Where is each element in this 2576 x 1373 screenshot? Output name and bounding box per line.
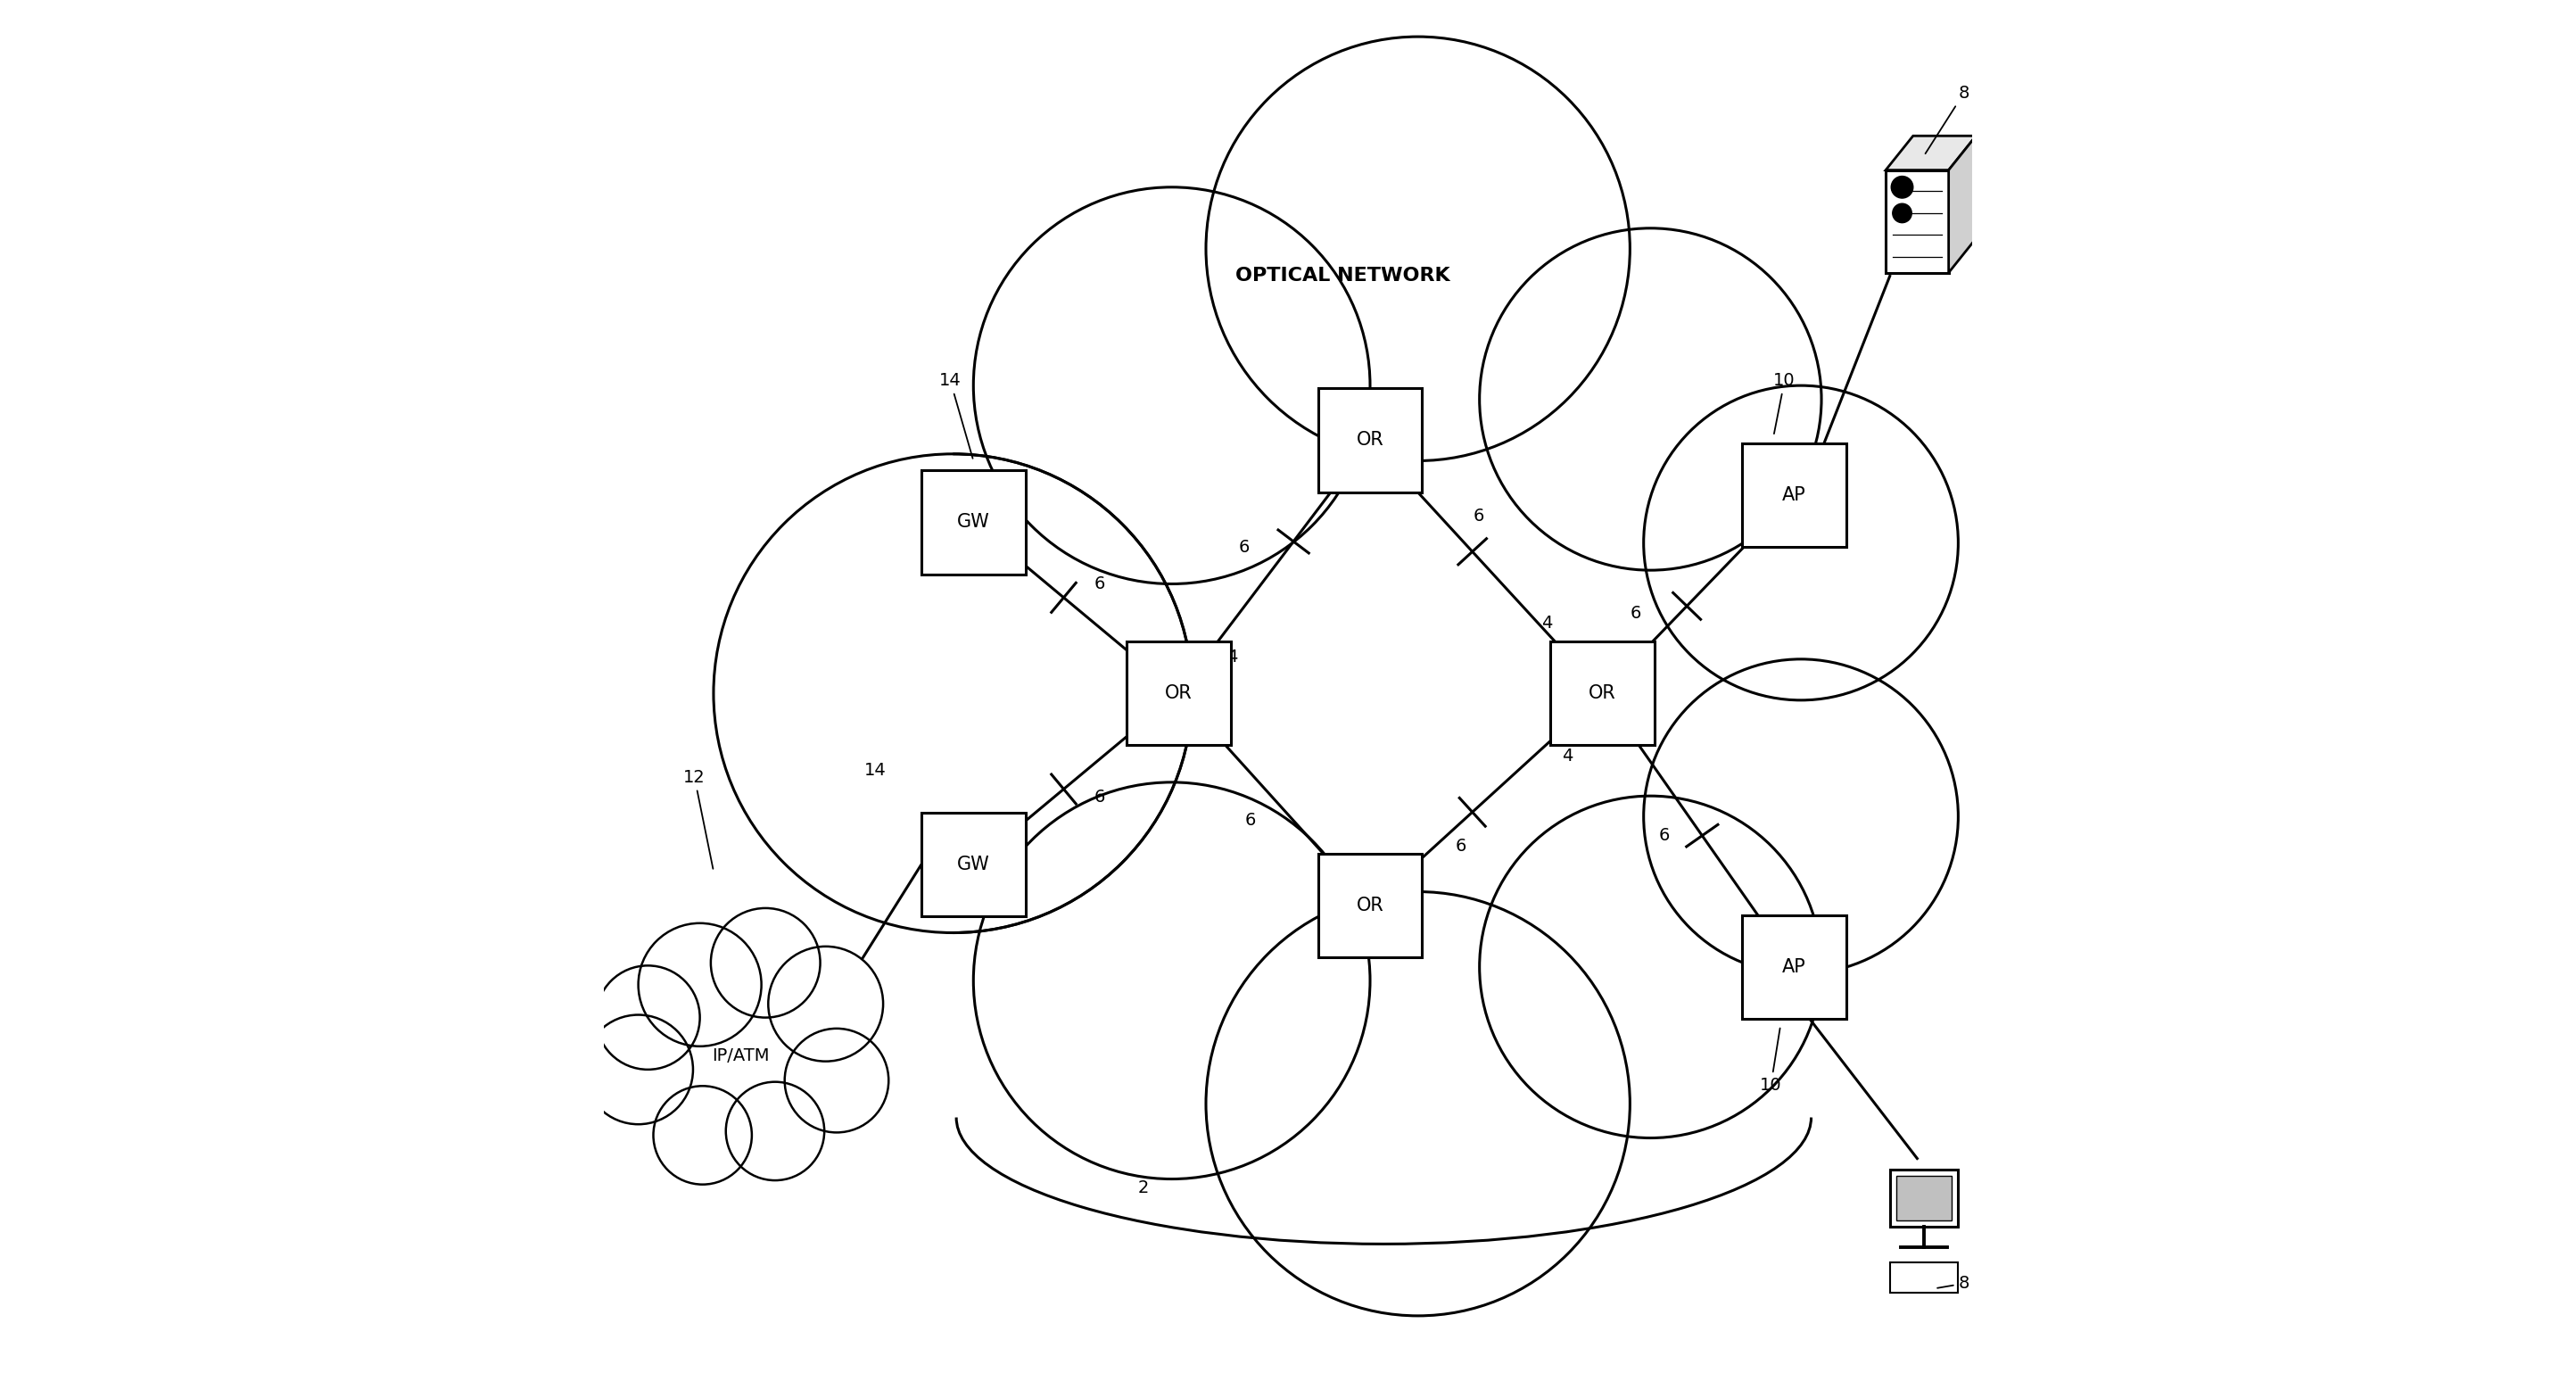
Circle shape	[1893, 203, 1911, 222]
Circle shape	[711, 908, 819, 1017]
Text: 10: 10	[1772, 372, 1795, 434]
Text: 14: 14	[863, 762, 886, 778]
Polygon shape	[1947, 136, 1976, 273]
Text: AP: AP	[1783, 958, 1806, 976]
Polygon shape	[1886, 136, 1976, 170]
Text: 6: 6	[1473, 508, 1484, 524]
Text: 6: 6	[1455, 838, 1466, 855]
Circle shape	[726, 1082, 824, 1181]
FancyBboxPatch shape	[922, 471, 1025, 574]
Circle shape	[654, 1086, 752, 1185]
FancyBboxPatch shape	[1319, 854, 1422, 957]
Text: GW: GW	[958, 855, 989, 873]
Text: 14: 14	[940, 372, 974, 459]
Text: AP: AP	[1783, 486, 1806, 504]
Text: 8: 8	[1937, 1276, 1968, 1292]
Circle shape	[639, 923, 762, 1046]
Text: IP/ATM: IP/ATM	[711, 1048, 770, 1064]
Text: 6: 6	[1631, 604, 1641, 622]
Text: 4: 4	[1226, 648, 1236, 666]
Text: OR: OR	[1164, 684, 1193, 702]
Text: 6: 6	[1244, 811, 1257, 828]
Text: 8: 8	[1924, 85, 1968, 154]
FancyBboxPatch shape	[1891, 1262, 1958, 1292]
Text: OPTICAL NETWORK: OPTICAL NETWORK	[1236, 268, 1450, 286]
FancyBboxPatch shape	[1891, 1170, 1958, 1227]
Text: OR: OR	[1358, 897, 1383, 914]
Text: 10: 10	[1759, 1028, 1783, 1094]
Text: 4: 4	[1643, 651, 1656, 667]
FancyBboxPatch shape	[922, 813, 1025, 916]
Text: OR: OR	[1358, 431, 1383, 449]
Text: 12: 12	[683, 769, 714, 869]
FancyBboxPatch shape	[1886, 170, 1947, 273]
Text: OR: OR	[1589, 684, 1615, 702]
FancyBboxPatch shape	[1741, 443, 1847, 546]
FancyBboxPatch shape	[1741, 914, 1847, 1019]
Text: 2: 2	[1139, 1179, 1149, 1196]
FancyBboxPatch shape	[1319, 389, 1422, 493]
Circle shape	[768, 946, 884, 1061]
Text: 6: 6	[1095, 789, 1105, 806]
Circle shape	[786, 1028, 889, 1133]
Text: 6: 6	[1095, 575, 1105, 592]
Circle shape	[595, 965, 701, 1070]
Polygon shape	[714, 37, 1958, 1315]
FancyBboxPatch shape	[1551, 641, 1654, 746]
Text: GW: GW	[958, 514, 989, 531]
Text: 6: 6	[1659, 827, 1669, 844]
Circle shape	[1891, 176, 1914, 198]
Text: 6: 6	[1239, 540, 1249, 556]
Text: 4: 4	[1561, 748, 1574, 765]
FancyBboxPatch shape	[1896, 1177, 1953, 1221]
Text: 4: 4	[1540, 615, 1553, 632]
Circle shape	[585, 1015, 693, 1124]
FancyBboxPatch shape	[1126, 641, 1231, 746]
